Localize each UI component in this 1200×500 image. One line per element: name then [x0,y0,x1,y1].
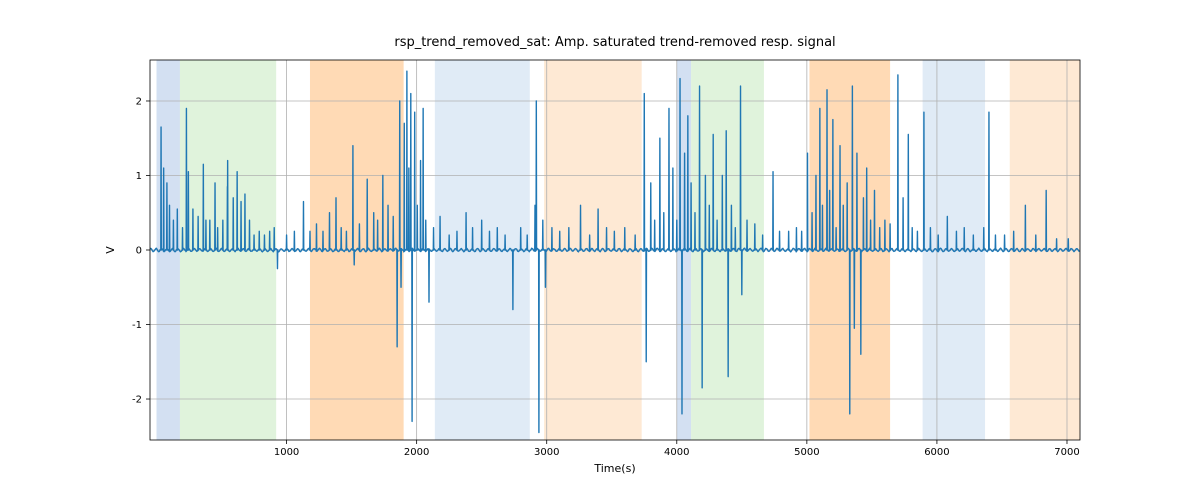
chart-container: 1000 2000 3000 4000 5000 6000 7000 -2 -1 0 1 2 Time(… [0,0,1200,500]
chart-title: rsp_trend_removed_sat: Amp. saturated tr… [394,35,835,50]
x-tick-label: 3000 [534,447,559,458]
y-tick-label: 2 [136,96,142,107]
x-axis-label: Time(s) [593,462,635,475]
y-tick-label: -1 [132,320,142,331]
x-tick-label: 5000 [794,447,819,458]
y-tick-label: -2 [132,395,142,406]
x-tick-label: 1000 [274,447,299,458]
x-tick-label: 4000 [664,447,689,458]
signal-chart: 1000 2000 3000 4000 5000 6000 7000 -2 -1 0 1 2 Time(… [0,0,1200,500]
x-tick-label: 6000 [924,447,949,458]
x-tick-label: 2000 [404,447,429,458]
x-tick-label: 7000 [1054,447,1079,458]
y-tick-label: 1 [136,171,142,182]
y-axis-label: V [104,246,117,254]
y-tick-label: 0 [136,246,142,257]
